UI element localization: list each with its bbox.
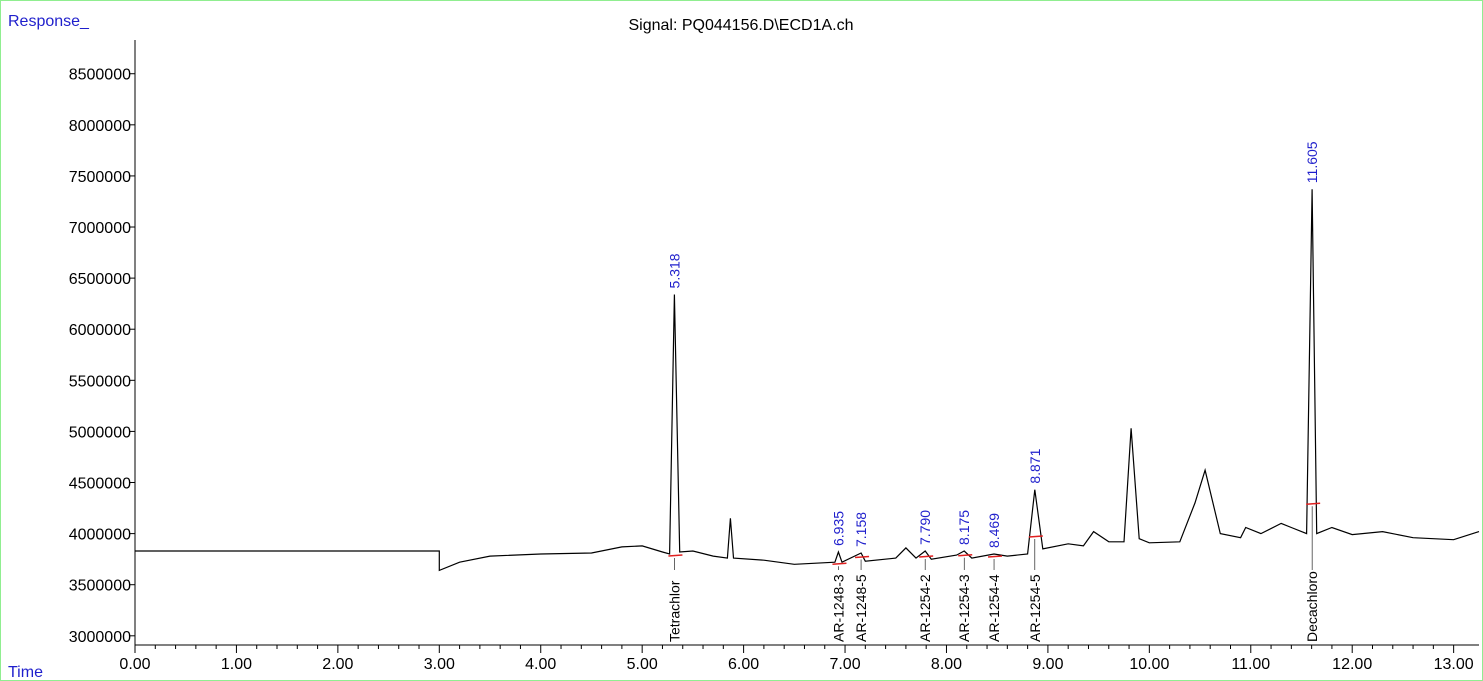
peak-time-label: 11.605 <box>1304 141 1320 183</box>
x-tick-label: 2.00 <box>322 656 353 673</box>
x-axis-label: Time <box>8 664 43 681</box>
y-tick-label: 7500000 <box>69 169 131 186</box>
peak-baseline <box>919 555 934 558</box>
x-tick-label: 0.00 <box>119 656 150 673</box>
compound-name: AR-1254-5 <box>1027 574 1043 642</box>
y-tick-label: 8000000 <box>69 118 131 135</box>
peak-time-label: 8.871 <box>1027 448 1043 483</box>
y-axis-label: Response_ <box>8 13 90 30</box>
signal-trace <box>135 189 1480 572</box>
compound-name: Tetrachlor <box>666 580 682 642</box>
compound-name: AR-1254-3 <box>956 574 972 642</box>
y-tick-label: 8500000 <box>69 67 131 84</box>
peak-baseline <box>987 555 1003 558</box>
x-tick-label: 1.00 <box>221 656 252 673</box>
chart-title: Signal: PQ044156.D\ECD1A.ch <box>628 17 853 34</box>
x-tick-label: 5.00 <box>627 656 658 673</box>
peak-time-label: 7.158 <box>853 512 869 547</box>
y-tick-label: 4000000 <box>69 527 131 544</box>
y-tick-label: 3500000 <box>69 578 131 595</box>
compound-name: Decachloro <box>1304 571 1320 642</box>
peak-baseline <box>958 553 973 557</box>
x-tick-label: 11.00 <box>1231 656 1270 673</box>
peak-time-label: 8.175 <box>956 510 972 545</box>
y-tick-label: 5500000 <box>69 373 131 390</box>
peak-baseline <box>832 562 847 566</box>
y-tick-label: 5000000 <box>69 424 131 441</box>
compound-name: AR-1254-4 <box>986 574 1002 642</box>
x-tick-label: 9.00 <box>1032 656 1063 673</box>
y-tick-label: 4500000 <box>69 476 131 493</box>
x-tick-label: 10.00 <box>1129 656 1169 673</box>
y-tick-label: 7000000 <box>69 220 131 237</box>
compound-name: AR-1248-3 <box>830 574 846 642</box>
x-tick-label: 3.00 <box>424 656 455 673</box>
peak-time-label: 7.790 <box>917 510 933 545</box>
peak-baseline <box>668 554 683 557</box>
y-tick-label: 6000000 <box>69 322 131 339</box>
peak-baseline <box>1306 502 1321 506</box>
x-tick-label: 12.00 <box>1332 656 1372 673</box>
peak-time-label: 6.935 <box>830 511 846 546</box>
x-tick-label: 13.00 <box>1434 656 1474 673</box>
peak-time-label: 8.469 <box>986 513 1002 548</box>
x-tick-label: 8.00 <box>931 656 962 673</box>
compound-name: AR-1254-2 <box>917 574 933 642</box>
compound-name: AR-1248-5 <box>853 574 869 642</box>
x-tick-label: 7.00 <box>829 656 860 673</box>
peak-baseline <box>855 555 870 559</box>
x-tick-label: 6.00 <box>728 656 759 673</box>
peak-baseline <box>1028 535 1043 538</box>
x-tick-label: 4.00 <box>525 656 556 673</box>
peak-time-label: 5.318 <box>666 253 682 288</box>
y-tick-label: 3000000 <box>69 629 131 646</box>
y-tick-label: 6500000 <box>69 271 131 288</box>
